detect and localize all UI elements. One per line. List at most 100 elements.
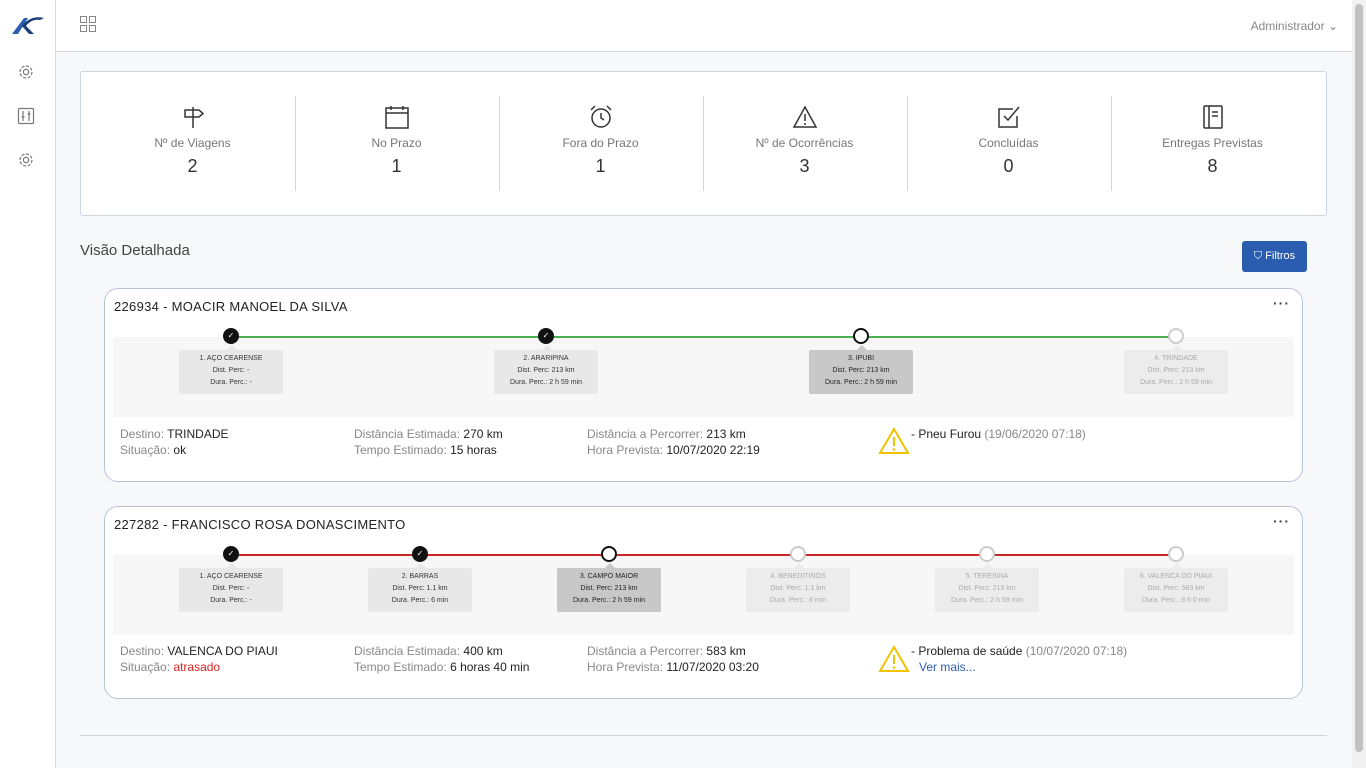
hora-prev-label: Hora Prevista: xyxy=(587,443,664,457)
dist-est-value: 270 km xyxy=(463,427,503,441)
stat-label: No Prazo xyxy=(371,136,422,150)
warning-icon xyxy=(878,645,910,672)
user-menu[interactable]: Administrador ⌄ xyxy=(1251,19,1338,33)
stop-dist: Dist. Perc: 213 km xyxy=(517,367,575,374)
stop-dist: Dist. Perc: 213 km xyxy=(1147,367,1205,374)
see-more-link[interactable]: Ver mais... xyxy=(919,660,976,674)
stat-label: Concluídas xyxy=(978,136,1039,150)
chevron-down-icon: ⌄ xyxy=(1327,19,1338,33)
occurrence-text: - Pneu Furou xyxy=(911,427,982,441)
stop-dist: Dist. Perc: 1.1 km xyxy=(392,585,448,592)
alarm-clock-icon xyxy=(589,105,612,128)
stop-marker[interactable] xyxy=(790,546,806,562)
trip-estimates-block: Distância Estimada: 400 km Tempo Estimad… xyxy=(354,643,529,675)
stop-marker[interactable] xyxy=(1168,328,1184,344)
stop-name: 6. VALENCA DO PIAUI xyxy=(1139,573,1213,580)
occurrence: - Pneu Furou (19/06/2020 07:18) xyxy=(911,426,1086,442)
app-logo[interactable] xyxy=(10,14,46,36)
stop-dur: Dura. Perc.: 2 h 59 min xyxy=(825,379,897,386)
hora-prev-value: 11/07/2020 03:20 xyxy=(666,660,759,674)
stop-marker[interactable]: ✓ xyxy=(223,546,239,562)
user-menu-label: Administrador xyxy=(1250,19,1325,33)
destino-label: Destino: xyxy=(120,644,165,658)
apps-grid-icon[interactable] xyxy=(80,16,96,32)
route-line xyxy=(231,554,1176,556)
stop-name: 1. AÇO CEARENSE xyxy=(199,573,263,580)
trip-remaining-block: Distância a Percorrer: 213 km Hora Previ… xyxy=(587,426,760,458)
stat-value: 1 xyxy=(391,156,402,176)
dist-perc-label: Distância a Percorrer: xyxy=(587,427,704,441)
stop-marker[interactable] xyxy=(1168,546,1184,562)
signpost-icon xyxy=(183,107,204,128)
stop-card: 4. BENEDITINOS Dist. Perc: 1.1 km Dura. Pe… xyxy=(746,563,850,612)
warning-icon xyxy=(792,105,817,128)
more-options-icon[interactable]: ··· xyxy=(1273,295,1290,311)
destino-value: VALENCA DO PIAUI xyxy=(167,644,278,658)
stop-marker[interactable]: ✓ xyxy=(538,328,554,344)
tempo-est-label: Tempo Estimado: xyxy=(354,443,447,457)
situacao-label: Situação: xyxy=(120,660,171,674)
route-track xyxy=(113,337,1294,417)
sliders-icon[interactable] xyxy=(17,107,35,125)
scrollbar-thumb[interactable] xyxy=(1355,4,1363,752)
stat-label: Entregas Previstas xyxy=(1162,136,1263,150)
dist-est-value: 400 km xyxy=(463,644,503,658)
stat-viagens: Nº de Viagens 2 xyxy=(91,96,294,191)
divider xyxy=(80,735,1327,736)
calendar-icon xyxy=(384,106,409,129)
occurrence: - Problema de saúde (10/07/2020 07:18) V… xyxy=(911,643,1127,675)
hora-prev-value: 10/07/2020 22:19 xyxy=(666,443,760,457)
stop-dur: Dura. Perc.: 2 h 59 min xyxy=(510,379,582,386)
occurrence-date: (19/06/2020 07:18) xyxy=(984,427,1086,441)
stop-marker[interactable] xyxy=(853,328,869,344)
stop-card: 5. TERESINA Dist. Perc: 213 km Dura. Perc.… xyxy=(935,563,1039,612)
scrollbar[interactable] xyxy=(1352,0,1366,768)
stop-name: 1. AÇO CEARENSE xyxy=(199,355,263,362)
dist-perc-value: 583 km xyxy=(706,644,746,658)
route-line xyxy=(231,336,1176,338)
trip-title: 226934 - MOACIR MANOEL DA SILVA xyxy=(114,299,348,314)
stop-marker[interactable] xyxy=(979,546,995,562)
trip-destination-block: Destino: VALENCA DO PIAUI Situação: atra… xyxy=(120,643,278,675)
stop-name: 4. BENEDITINOS xyxy=(770,573,826,580)
tempo-est-value: 6 horas 40 min xyxy=(450,660,530,674)
filter-button[interactable]: ⛉ Filtros xyxy=(1242,241,1307,272)
stop-name: 5. TERESINA xyxy=(965,573,1009,580)
stop-dur: Dura. Perc.: 2 h 59 min xyxy=(1140,379,1212,386)
stop-card: 2. BARRAS Dist. Perc: 1.1 km Dura. Perc.: … xyxy=(368,563,472,612)
settings-icon[interactable] xyxy=(17,63,35,81)
stat-label: Nº de Ocorrências xyxy=(755,136,854,150)
stop-marker[interactable]: ✓ xyxy=(223,328,239,344)
stat-label: Fora do Prazo xyxy=(562,136,639,150)
stat-entregas-previstas: Entregas Previstas 8 xyxy=(1111,96,1314,191)
stop-marker[interactable]: ✓ xyxy=(412,546,428,562)
dist-perc-label: Distância a Percorrer: xyxy=(587,644,704,658)
stop-dist: Dist. Perc: 1.1 km xyxy=(770,585,826,592)
filter-icon: ⛉ xyxy=(1253,250,1263,262)
warning-icon xyxy=(878,427,910,454)
stat-value: 3 xyxy=(799,156,810,176)
stat-ocorrencias: Nº de Ocorrências 3 xyxy=(703,96,906,191)
stop-dist: Dist. Perc: 583 km xyxy=(1147,585,1205,592)
stop-dur: Dura. Perc.: - xyxy=(210,379,252,386)
trip-estimates-block: Distância Estimada: 270 km Tempo Estimad… xyxy=(354,426,503,458)
hora-prev-label: Hora Prevista: xyxy=(587,660,664,674)
stop-marker[interactable] xyxy=(601,546,617,562)
stop-dist: Dist. Perc: - xyxy=(212,367,250,374)
stat-fora-prazo: Fora do Prazo 1 xyxy=(499,96,702,191)
checkbox-icon xyxy=(997,106,1020,128)
stat-value: 0 xyxy=(1003,156,1014,176)
trip-card: 227282 - FRANCISCO ROSA DONASCIMENTO ···… xyxy=(104,506,1303,699)
gear-icon[interactable] xyxy=(17,151,35,169)
more-options-icon[interactable]: ··· xyxy=(1273,513,1290,529)
tempo-est-value: 15 horas xyxy=(450,443,497,457)
stop-dur: Dura. Perc.: - xyxy=(210,597,252,604)
stop-card: 1. AÇO CEARENSE Dist. Perc: - Dura. Perc.:… xyxy=(179,345,283,394)
situacao-label: Situação: xyxy=(120,443,171,457)
situacao-value: atrasado xyxy=(173,660,221,674)
route-track xyxy=(113,555,1294,635)
trip-card: 226934 - MOACIR MANOEL DA SILVA ··· ✓ 1. … xyxy=(104,288,1303,482)
top-bar: Administrador ⌄ xyxy=(56,0,1352,52)
stat-value: 2 xyxy=(187,156,198,176)
section-title: Visão Detalhada xyxy=(80,242,190,259)
